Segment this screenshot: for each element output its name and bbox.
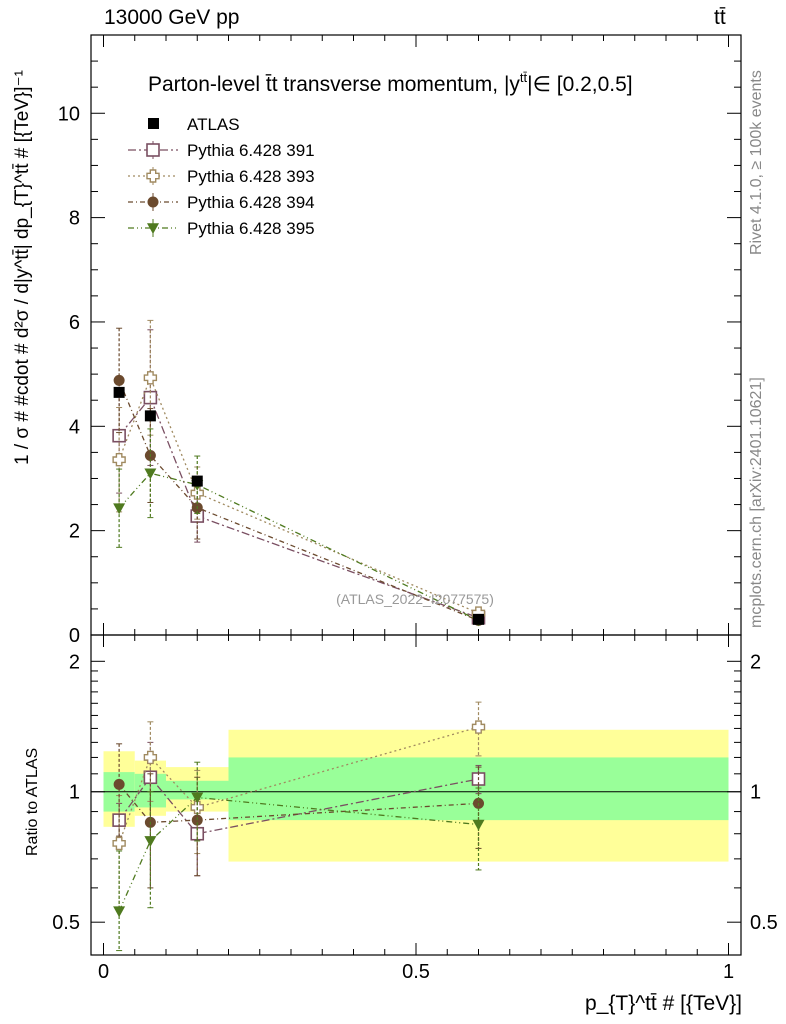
ratio-y-tick-label-left: 2 (69, 651, 80, 673)
ratio-y-tick-label-left: 1 (69, 782, 80, 804)
marker-open-cross (143, 371, 158, 385)
marker-filled-triangle (113, 906, 126, 918)
ratio-y-tick-label-right: 2 (750, 651, 761, 673)
header-energy: 13000 GeV pp (104, 6, 240, 29)
marker-filled-triangle (144, 468, 157, 480)
series-line-ratio (118, 796, 479, 912)
series-line-ratio (118, 726, 479, 844)
marker-filled-square (191, 475, 203, 487)
x-tick-label: 0 (98, 961, 109, 983)
marker-filled-circle (113, 778, 125, 790)
y-tick-label: 4 (69, 416, 80, 438)
marker-filled-circle (147, 196, 159, 208)
marker-open-cross (146, 169, 160, 183)
marker-open-square (146, 143, 160, 157)
legend-label: Pythia 6.428 393 (187, 167, 315, 186)
ratio-y-tick-label-right: 1 (750, 782, 761, 804)
marker-filled-triangle (113, 503, 126, 515)
marker-filled-triangle (147, 223, 159, 234)
ratio-y-axis-label: Ratio to ATLAS (24, 748, 41, 856)
mcplots-label: mcplots.cern.ch [arXiv:2401.10621] (748, 377, 765, 628)
marker-filled-square (473, 613, 484, 625)
series-line-main (118, 472, 479, 621)
marker-filled-triangle (472, 819, 485, 831)
y-tick-label: 8 (69, 208, 80, 230)
y-tick-label: 0 (69, 625, 80, 647)
legend-label: Pythia 6.428 391 (187, 141, 315, 160)
marker-filled-circle (113, 374, 125, 386)
legend-label: Pythia 6.428 395 (187, 219, 315, 238)
x-tick-label: 1 (723, 961, 734, 983)
header-process: tt̄ (714, 6, 726, 29)
marker-open-cross (112, 452, 126, 467)
series-line-main (118, 396, 479, 619)
legend-label: Pythia 6.428 394 (187, 193, 315, 212)
series-line-main (118, 376, 479, 614)
marker-open-cross (143, 750, 158, 765)
y-tick-label: 2 (69, 521, 80, 543)
rivet-label: Rivet 4.1.0, ≥ 100k events (748, 70, 765, 255)
watermark: (ATLAS_2022_I2077575) (336, 591, 494, 607)
marker-filled-square (144, 410, 156, 422)
legend: ATLAS Pythia 6.428 391 Pythia 6.428 393 Pyt… (128, 115, 315, 238)
y-axis-label: 1 / σ # #cdot # d²σ / d|y^tt̄| dp_{T}^tt… (12, 70, 33, 465)
legend-marker-atlas (148, 118, 159, 129)
marker-filled-triangle (144, 836, 157, 847)
y-tick-label: 10 (58, 103, 80, 125)
ratio-y-tick-label-left: 0.5 (52, 912, 80, 934)
marker-filled-square (113, 386, 125, 398)
marker-open-cross (112, 836, 126, 851)
legend-label-atlas: ATLAS (187, 115, 240, 134)
y-tick-label: 6 (69, 312, 80, 334)
ratio-y-tick-label-right: 0.5 (750, 912, 778, 934)
x-tick-label: 0.5 (402, 961, 430, 983)
x-axis-label: p_{T}^tt̄ # [{TeV}] (585, 992, 742, 1015)
curves (112, 319, 486, 952)
chart-title: Parton-level t̄t transverse momentum, |y… (148, 70, 633, 96)
marker-filled-triangle (191, 792, 204, 804)
series-line-main (118, 380, 479, 621)
series-line-ratio (118, 783, 479, 823)
marker-open-cross (471, 720, 486, 734)
